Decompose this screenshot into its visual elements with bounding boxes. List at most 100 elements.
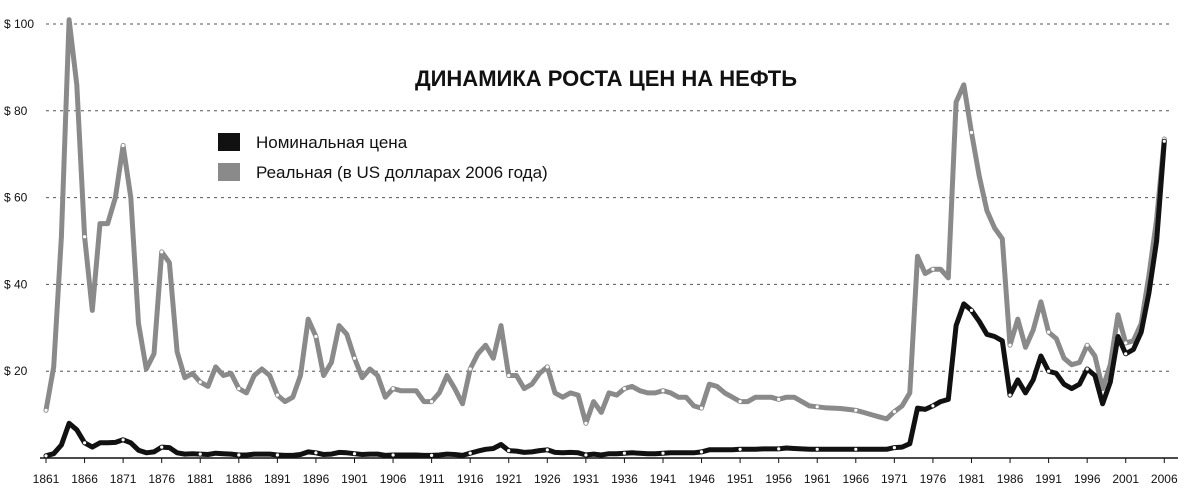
x-tick-label: 1911 — [419, 472, 445, 486]
x-tick-label: 1976 — [920, 472, 947, 486]
x-tick-label: 1916 — [457, 472, 484, 486]
data-point — [121, 143, 125, 148]
series-lines — [43, 17, 1167, 459]
y-tick-label: $ 20 — [4, 364, 28, 378]
legend-swatch — [218, 163, 240, 181]
legend: Номинальная цена Реальная (в US долларах … — [218, 133, 548, 182]
data-point — [430, 400, 434, 404]
x-tick-label: 1946 — [688, 472, 715, 486]
x-tick-label: 1986 — [997, 472, 1024, 486]
data-point — [314, 451, 318, 455]
data-point — [892, 446, 897, 450]
x-tick-label: 1891 — [264, 472, 291, 486]
data-point — [314, 334, 318, 339]
data-point — [160, 250, 164, 254]
x-tick-label: 2006 — [1151, 472, 1178, 486]
x-tick-label: 1961 — [804, 472, 831, 486]
x-tick-label: 1881 — [187, 472, 214, 486]
data-point — [584, 453, 588, 457]
x-tick-label: 1871 — [110, 472, 137, 486]
x-tick-label: 1956 — [765, 472, 792, 486]
y-axis-ticks: $ 20 $ 40 $ 60 $ 80 $ 100 — [4, 17, 34, 378]
data-point — [430, 453, 434, 457]
data-point — [622, 451, 627, 455]
data-point — [854, 408, 858, 412]
data-point — [468, 451, 472, 455]
data-point — [44, 454, 48, 458]
x-tick-label: 1971 — [881, 472, 908, 486]
data-point — [1008, 343, 1012, 347]
chart-title: ДИНАМИКА РОСТА ЦЕН НА НЕФТЬ — [415, 66, 797, 91]
data-point — [198, 380, 202, 384]
data-point — [854, 447, 858, 451]
data-point — [198, 452, 202, 456]
data-point — [507, 373, 511, 378]
x-tick-label: 1896 — [303, 472, 330, 486]
data-point — [468, 367, 472, 371]
data-point — [777, 447, 781, 451]
x-tick-label: 1861 — [33, 472, 60, 486]
data-point — [391, 453, 395, 457]
data-point — [507, 449, 511, 453]
x-tick-label: 1966 — [842, 472, 869, 486]
y-tick-label: $ 40 — [4, 277, 28, 291]
data-point — [1008, 393, 1012, 397]
x-tick-label: 1866 — [71, 472, 98, 486]
x-tick-label: 1951 — [727, 472, 754, 486]
data-point — [1047, 330, 1051, 334]
data-point — [699, 450, 704, 454]
y-tick-label: $ 80 — [4, 104, 28, 118]
x-tick-label: 1936 — [611, 472, 638, 486]
legend-label: Реальная (в US долларах 2006 года) — [256, 163, 548, 182]
x-tick-label: 1941 — [650, 472, 677, 486]
series-line-0 — [43, 17, 1167, 426]
data-point — [777, 397, 781, 401]
data-point — [83, 441, 87, 445]
x-tick-label: 1921 — [495, 472, 522, 486]
data-point — [121, 438, 125, 442]
data-point — [1162, 139, 1166, 143]
x-tick-label: 1926 — [534, 472, 561, 486]
data-point — [1085, 343, 1089, 347]
data-point — [931, 404, 935, 408]
data-point — [545, 448, 549, 452]
data-point — [815, 405, 819, 409]
x-tick-label: 1981 — [958, 472, 985, 486]
x-tick-label: 1996 — [1074, 472, 1101, 486]
data-point — [275, 393, 279, 397]
data-point — [661, 451, 665, 455]
data-point — [699, 406, 704, 410]
data-point — [237, 387, 241, 391]
x-tick-label: 1991 — [1035, 472, 1062, 486]
data-point — [391, 387, 395, 391]
data-point — [545, 365, 549, 369]
legend-swatch — [218, 133, 240, 151]
series-line-1 — [43, 138, 1167, 459]
data-point — [352, 356, 357, 360]
data-point — [1124, 352, 1128, 356]
x-tick-label: 1876 — [148, 472, 175, 486]
data-point — [83, 235, 87, 239]
data-point — [931, 267, 935, 271]
data-point — [352, 452, 357, 456]
data-point — [1124, 341, 1128, 345]
y-tick-label: $ 60 — [4, 191, 28, 205]
data-point — [1047, 369, 1051, 373]
data-point — [969, 130, 974, 135]
data-point — [661, 389, 665, 393]
data-point — [584, 421, 588, 425]
data-point — [160, 445, 164, 449]
data-point — [44, 408, 48, 412]
y-tick-label: $ 100 — [4, 17, 34, 31]
x-axis-ticks: 1861 1866 1871 1876 1881 1886 1891 1896 1901 1906… — [33, 458, 1178, 486]
data-point — [969, 308, 974, 312]
x-tick-label: 1931 — [573, 472, 600, 486]
data-point — [892, 410, 897, 414]
data-point — [622, 387, 627, 391]
data-point — [815, 447, 819, 451]
data-point — [237, 453, 241, 457]
x-tick-label: 1906 — [380, 472, 407, 486]
data-point — [738, 400, 742, 404]
data-point — [738, 447, 742, 451]
